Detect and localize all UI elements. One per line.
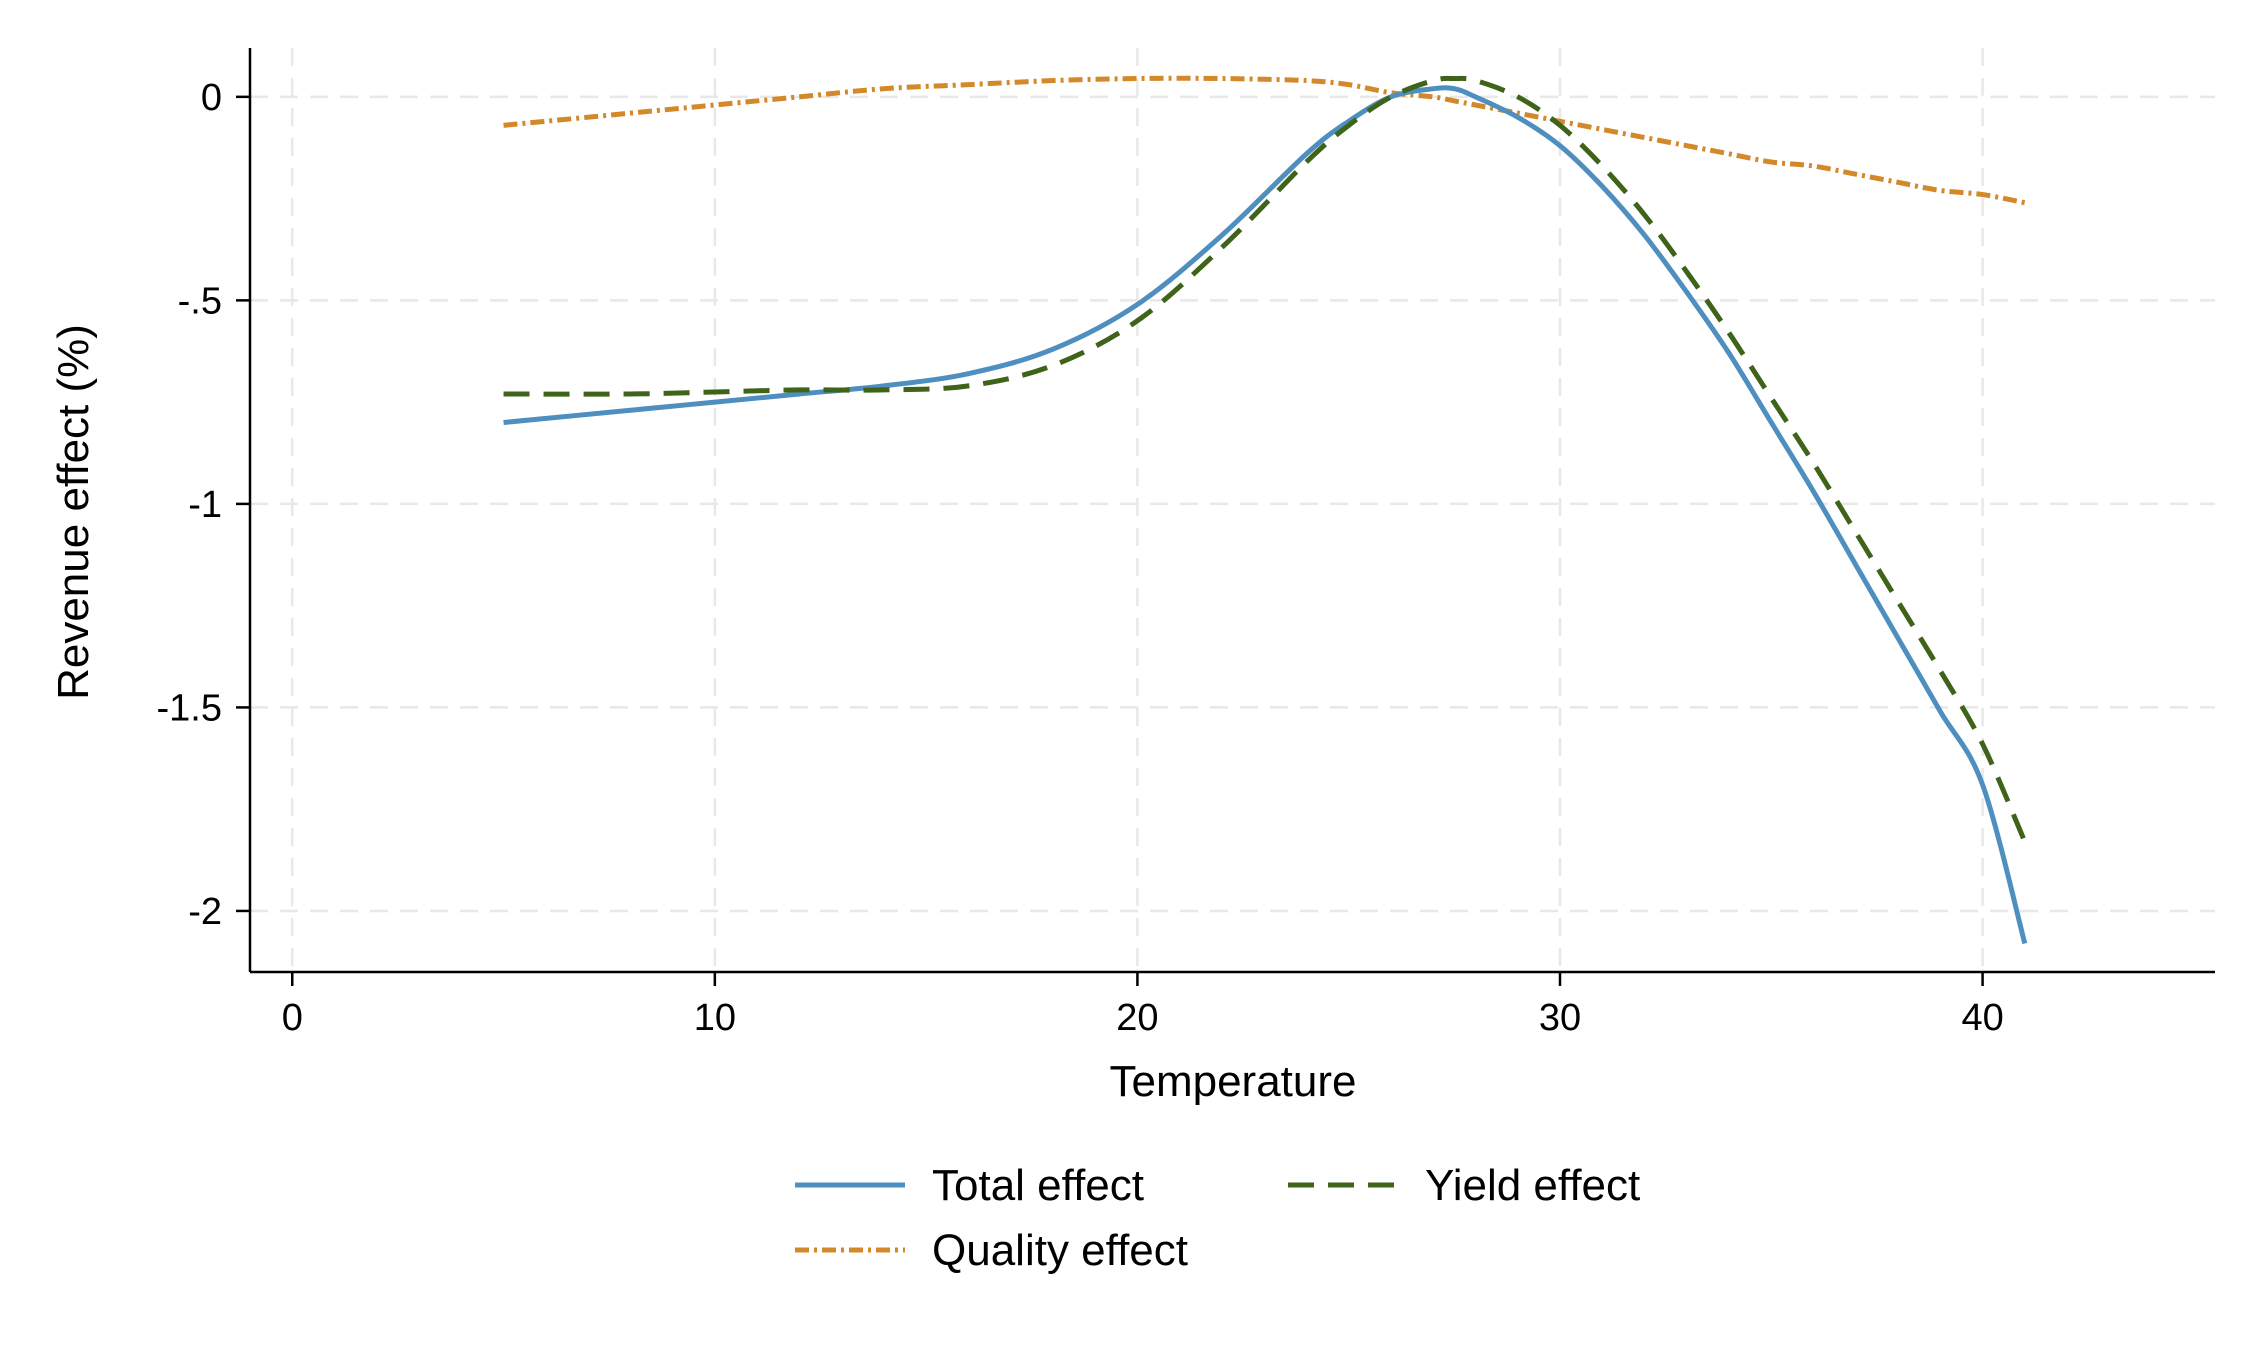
series (503, 75, 2028, 945)
series-line-quality-effect (503, 75, 2026, 206)
x-tick-label: 10 (694, 997, 736, 1039)
x-tick-label: 30 (1539, 997, 1581, 1039)
y-tick-label: 0 (201, 77, 222, 119)
legend-label-total: Total effect (932, 1161, 1144, 1210)
y-tick-label: -1 (188, 484, 222, 526)
series-line-yield-effect (503, 75, 2028, 843)
x-tick-label: 40 (1961, 997, 2003, 1039)
legend: Total effect Yield effect Quality effect (795, 1161, 1640, 1275)
legend-label-quality: Quality effect (932, 1226, 1188, 1275)
axes: 0 10 20 30 40 0 -.5 -1 -1.5 -2 (157, 48, 2215, 1039)
y-tick-label: -2 (188, 891, 222, 933)
y-axis-title: Revenue effect (%) (49, 324, 98, 700)
x-axis-title: Temperature (1109, 1057, 1356, 1106)
legend-label-yield: Yield effect (1425, 1161, 1640, 1210)
x-tick-label: 20 (1116, 997, 1158, 1039)
series-line-total-effect (503, 85, 2028, 945)
grid (250, 48, 2215, 972)
y-tick-label: -1.5 (157, 687, 222, 729)
y-tick-label: -.5 (178, 280, 222, 322)
x-tick-label: 0 (282, 997, 303, 1039)
